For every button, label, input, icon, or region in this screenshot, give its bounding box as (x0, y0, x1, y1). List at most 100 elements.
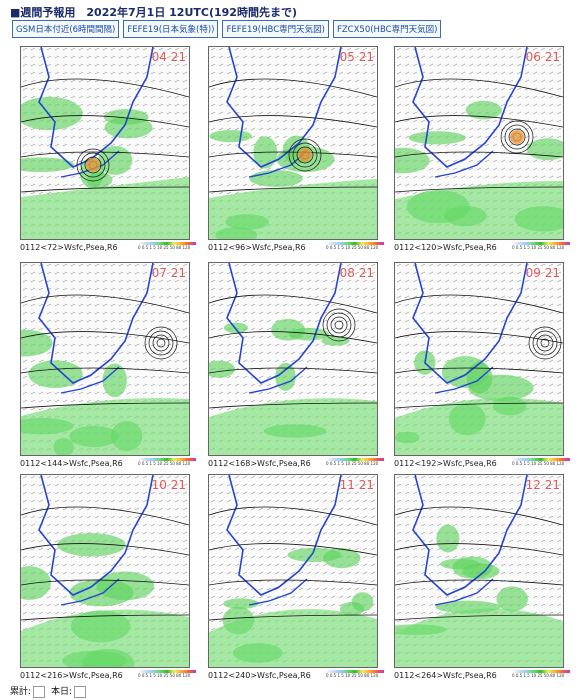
wind-barb (412, 111, 418, 115)
wind-barb (370, 327, 376, 331)
wind-barb (86, 311, 92, 315)
wind-barb (102, 303, 108, 307)
isobar (395, 294, 563, 314)
wind-barb (290, 63, 296, 67)
tab[interactable]: GSM日本付近(6時間間隔) (12, 20, 120, 38)
wind-barb (54, 391, 60, 395)
isobar (209, 78, 377, 98)
wind-barb (158, 475, 164, 479)
wind-barb (266, 47, 272, 51)
wind-barb (354, 499, 360, 503)
wind-barb (126, 175, 132, 179)
wind-barb (346, 491, 352, 495)
wind-barb (166, 531, 172, 535)
wind-barb (290, 119, 296, 123)
wind-barb (86, 563, 92, 567)
wind-barb (22, 515, 28, 519)
wind-barb (282, 391, 288, 395)
wind-barb (150, 375, 156, 379)
wind-barb (290, 47, 296, 51)
wind-barb (94, 279, 100, 283)
wind-barb (524, 571, 530, 575)
wind-barb (210, 79, 216, 83)
weather-map (394, 46, 564, 240)
wind-barb (70, 603, 76, 607)
wind-barb (322, 135, 328, 139)
wind-barb (330, 383, 336, 387)
wind-barb (314, 135, 320, 139)
wind-barb (412, 383, 418, 387)
wind-barb (226, 271, 232, 275)
wind-barb (396, 491, 402, 495)
wind-barb (70, 127, 76, 131)
wind-barb (274, 391, 280, 395)
wind-barb (412, 579, 418, 583)
wind-barb (314, 587, 320, 591)
tab[interactable]: FZCX50(HBC専門天気図) (332, 20, 442, 38)
wind-barb (54, 531, 60, 535)
wind-barb (556, 375, 562, 379)
wind-barb (404, 579, 410, 583)
wind-barb (234, 143, 240, 147)
wind-barb (362, 491, 368, 495)
wind-barb (370, 611, 376, 615)
wind-barb (226, 79, 232, 83)
wind-barb (436, 63, 442, 67)
wind-barb (420, 175, 426, 179)
wind-barb (70, 279, 76, 283)
wind-barb (30, 271, 36, 275)
wind-barb (428, 515, 434, 519)
color-scale: 0 0.5 1 5 10 25 50 80 120 (138, 670, 196, 678)
wind-barb (158, 579, 164, 583)
wind-barb (218, 159, 224, 163)
coastline (434, 578, 494, 606)
wind-barb (428, 327, 434, 331)
wind-barb (346, 143, 352, 147)
wind-barb (548, 279, 554, 283)
wind-barb (110, 491, 116, 495)
wind-barb (234, 351, 240, 355)
wind-barb (110, 327, 116, 331)
wind-barb (306, 135, 312, 139)
wind-barb (226, 547, 232, 551)
wind-barb (218, 47, 224, 51)
wind-barb (70, 399, 76, 403)
wind-barb (532, 55, 538, 59)
wind-barb (250, 71, 256, 75)
wind-barb (540, 547, 546, 551)
wind-barb (86, 475, 92, 479)
wind-barb (516, 159, 522, 163)
wind-barb (150, 603, 156, 607)
precip-area (249, 170, 303, 187)
wind-barb (428, 499, 434, 503)
weather-map (208, 474, 378, 668)
wind-barb (412, 571, 418, 575)
wind-barb (142, 351, 148, 355)
wind-barb (516, 111, 522, 115)
wind-barb (290, 523, 296, 527)
wind-barb (158, 287, 164, 291)
wind-barb (250, 111, 256, 115)
tab[interactable]: FEFE19(HBC専門天気図) (222, 20, 329, 38)
wind-barb (274, 119, 280, 123)
wind-barb (126, 95, 132, 99)
wind-barb (420, 563, 426, 567)
wind-barb (258, 563, 264, 567)
wind-barb (452, 391, 458, 395)
wind-barb (70, 335, 76, 339)
tab[interactable]: FEFE19(日本気象(特)) (123, 20, 219, 38)
isobar (209, 186, 377, 193)
wind-barb (226, 303, 232, 307)
wind-barb (182, 507, 188, 511)
wind-barb (266, 87, 272, 91)
wind-barb (86, 571, 92, 575)
wind-barb (274, 303, 280, 307)
wind-barb (274, 55, 280, 59)
wind-barb (30, 79, 36, 83)
wind-barb (412, 71, 418, 75)
wind-barb (354, 167, 360, 171)
valid-date: 04 21 (151, 50, 186, 64)
isobar (209, 543, 377, 556)
wind-barb (370, 303, 376, 307)
isobar (395, 151, 563, 158)
